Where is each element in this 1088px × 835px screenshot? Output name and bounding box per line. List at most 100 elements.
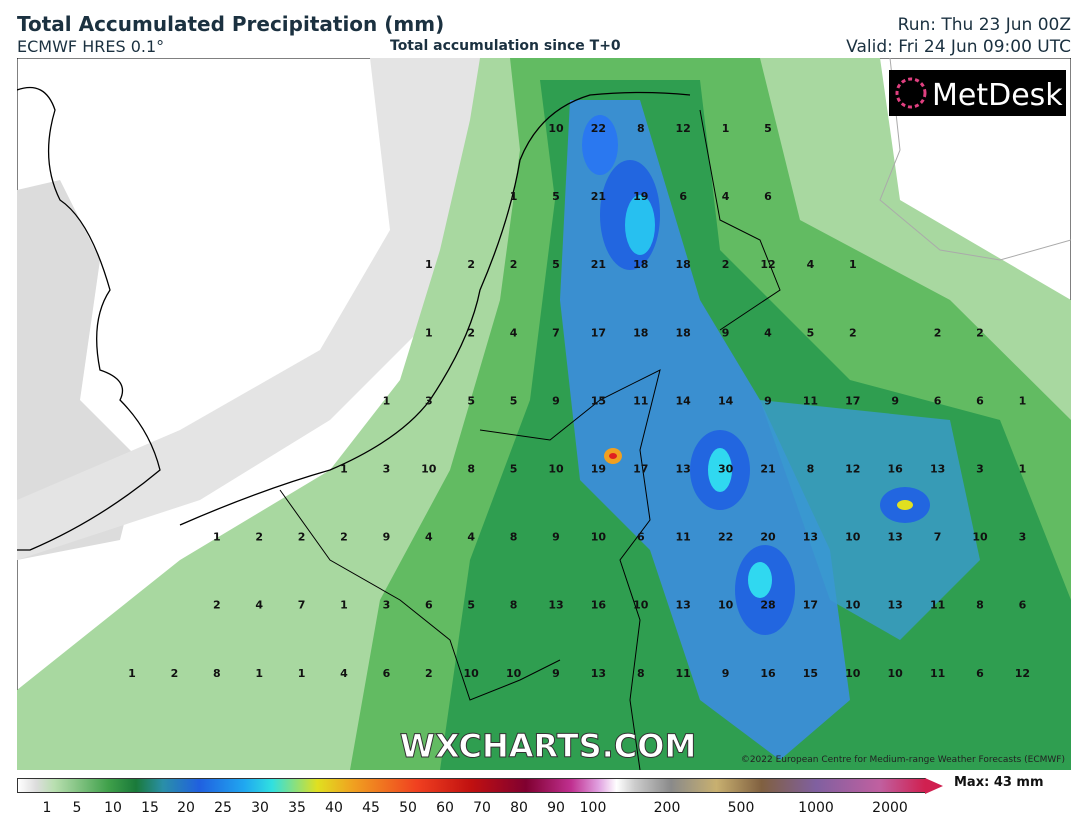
point-value: 4 [510,326,518,339]
point-value: 13 [888,531,903,544]
point-value: 9 [552,531,560,544]
point-value: 10 [972,531,988,544]
point-value: 5 [467,599,475,612]
point-value: 6 [637,531,645,544]
point-value: 1 [213,531,221,544]
point-value: 2 [171,667,179,680]
point-value: 9 [891,394,899,407]
colorbar-label: 15 [141,800,159,816]
point-value: 1 [1019,394,1027,407]
point-value: 4 [425,531,433,544]
point-value: 11 [803,394,818,407]
point-value: 3 [383,599,391,612]
point-value: 17 [633,463,648,476]
point-value: 3 [383,463,391,476]
point-value: 13 [676,599,691,612]
point-value: 6 [934,394,942,407]
point-value: 8 [807,463,815,476]
point-value: 13 [930,463,945,476]
point-value: 10 [845,667,861,680]
point-value: 4 [722,190,730,203]
colorbar-label: 45 [362,800,380,816]
point-value: 28 [760,599,775,612]
map: 10 22 8 12 1 51 5 21 19 6 4 61 2 2 5 21 18 18 2 12 4 11 2 4 7 17 1… [17,58,1071,770]
point-value: 1 [255,667,263,680]
point-value: 2 [255,531,263,544]
point-value: 16 [888,463,904,476]
point-value: 11 [676,667,691,680]
point-value: 1 [340,463,348,476]
point-value: 12 [760,258,775,271]
point-value: 2 [510,258,518,271]
colorbar-label: 500 [727,800,755,816]
point-value: 5 [807,326,815,339]
point-value: 6 [976,394,984,407]
point-value: 1 [1019,463,1027,476]
point-value: 8 [213,667,221,680]
point-value: 18 [633,258,648,271]
point-value: 6 [383,667,391,680]
point-value: 1 [510,190,518,203]
point-value: 1 [425,258,433,271]
point-value: 5 [467,394,475,407]
point-value: 10 [548,463,564,476]
point-value: 12 [845,463,860,476]
colorbar-arrow [925,778,943,794]
logo: MetDesk [932,78,1063,113]
colorbar-label: 90 [547,800,565,816]
point-value: 5 [552,190,560,203]
point-value: 19 [633,190,648,203]
colorbar-label: 20 [177,800,195,816]
point-value: 3 [976,463,984,476]
point-value: 10 [506,667,522,680]
colorbar-label: 35 [288,800,306,816]
point-value: 4 [467,531,475,544]
point-value: 2 [425,667,433,680]
point-value: 11 [676,531,691,544]
point-value: 8 [510,531,518,544]
colorbar-label: 40 [325,800,343,816]
point-value: 8 [637,122,645,135]
point-value: 7 [298,599,306,612]
point-value: 14 [718,394,734,407]
point-value: 9 [764,394,772,407]
point-value: 2 [467,258,475,271]
point-value: 15 [803,667,818,680]
model: ECMWF HRES 0.1° [17,37,165,56]
point-value: 12 [1015,667,1030,680]
point-value: 14 [676,394,692,407]
point-value: 10 [464,667,480,680]
point-value: 9 [552,667,560,680]
point-value: 15 [591,394,606,407]
point-value: 3 [1019,531,1027,544]
point-value: 9 [383,531,391,544]
point-value: 13 [676,463,691,476]
point-value: 10 [548,122,564,135]
point-value: 10 [591,531,607,544]
point-value: 17 [803,599,818,612]
copyright: ©2022 European Centre for Medium-range W… [741,755,1065,765]
max-label: Max: 43 mm [954,775,1044,790]
point-value: 2 [849,326,857,339]
watermark: WXCHARTS.COM [400,727,697,765]
point-value: 2 [722,258,730,271]
point-value: 2 [976,326,984,339]
point-value: 2 [213,599,221,612]
point-value: 6 [976,667,984,680]
colorbar-label: 5 [72,800,82,816]
point-value: 9 [722,326,730,339]
point-value: 7 [934,531,942,544]
colorbar [17,778,926,793]
point-value: 4 [340,667,348,680]
point-value: 4 [807,258,815,271]
title: Total Accumulated Precipitation (mm) [17,12,445,36]
point-value: 18 [676,326,691,339]
colorbar-label: 2000 [872,800,908,816]
colorbar-label: 80 [510,800,528,816]
point-value: 5 [510,394,518,407]
point-value: 21 [591,258,606,271]
point-value: 11 [930,667,945,680]
point-value: 3 [425,394,433,407]
point-value: 11 [930,599,945,612]
colorbar-label: 70 [473,800,491,816]
